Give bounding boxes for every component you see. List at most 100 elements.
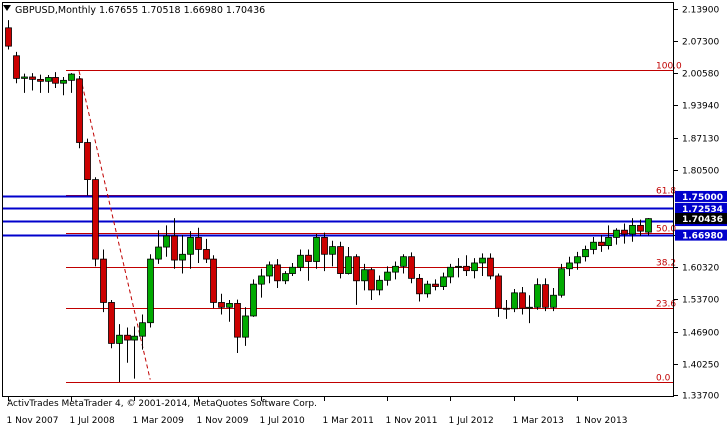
candle xyxy=(645,218,652,236)
fib-level-label: 100.0 xyxy=(656,62,682,72)
candle-body xyxy=(68,73,75,81)
candle-body xyxy=(179,253,186,261)
time-axis-label: 1 Nov 2013 xyxy=(576,416,628,426)
price-level-tag: 1.72534 xyxy=(682,205,723,215)
candle xyxy=(29,73,36,91)
candlestick-series xyxy=(5,20,652,382)
price-axis-label: 1.33700 xyxy=(682,392,719,402)
candle xyxy=(297,249,304,272)
candle-body xyxy=(84,142,91,181)
candle-body xyxy=(526,306,533,309)
fib-level-label: 23.6 xyxy=(656,300,676,310)
fib-level-label: 61.8 xyxy=(656,187,676,197)
candle xyxy=(463,255,470,276)
candle xyxy=(92,177,99,267)
candle xyxy=(558,263,565,298)
candle xyxy=(76,76,83,149)
candle-body xyxy=(234,303,241,338)
candle-body xyxy=(282,273,289,282)
time-axis[interactable]: 1 Nov 2007 1 Jul 2008 1 Mar 2009 1 Nov 2009… xyxy=(7,397,628,426)
candle xyxy=(471,258,478,279)
candle-body xyxy=(408,256,415,279)
price-axis-label: 2.07300 xyxy=(682,38,719,48)
candle xyxy=(621,223,628,244)
candle-body xyxy=(124,334,131,341)
candle xyxy=(368,267,375,301)
candle-body xyxy=(108,302,115,344)
candle xyxy=(108,300,115,349)
candle xyxy=(155,230,162,264)
candle xyxy=(384,266,391,286)
candle xyxy=(487,253,494,280)
time-axis-label: 1 Jul 2008 xyxy=(70,416,115,426)
candle-body xyxy=(463,265,470,272)
candle-body xyxy=(258,275,265,285)
candle xyxy=(566,256,573,276)
candle xyxy=(68,73,75,93)
price-level-tag-bg xyxy=(675,190,727,202)
candle xyxy=(234,299,241,354)
candle-body xyxy=(52,77,59,84)
candle-body xyxy=(250,283,257,317)
candle xyxy=(392,261,399,280)
candle-body xyxy=(558,268,565,296)
candle xyxy=(282,271,289,285)
copyright-label: ActivTrades MetaTrader 4, © 2001-2014, M… xyxy=(7,399,317,409)
candle xyxy=(329,240,336,267)
candle xyxy=(116,324,123,382)
candle-body xyxy=(432,283,439,287)
collapse-triangle-icon[interactable] xyxy=(3,5,11,11)
candle xyxy=(60,76,67,96)
candle-body xyxy=(37,78,44,82)
candle xyxy=(376,275,383,296)
candle xyxy=(598,235,605,252)
candle xyxy=(5,20,12,50)
symbol-ohlc-label: GBPUSD,Monthly 1.67655 1.70518 1.66980 1… xyxy=(15,5,265,16)
candle-body xyxy=(629,224,636,235)
candle xyxy=(84,138,91,196)
candle xyxy=(131,326,138,379)
candle-body xyxy=(503,307,510,310)
candle xyxy=(416,274,423,302)
candle-body xyxy=(447,266,454,278)
candle xyxy=(289,262,296,276)
candle xyxy=(163,225,170,257)
candle-body xyxy=(550,294,557,308)
candle-body xyxy=(116,334,123,344)
plot-border xyxy=(2,2,674,397)
downtrend-line[interactable] xyxy=(78,71,151,380)
candle xyxy=(511,288,518,313)
candle-body xyxy=(392,265,399,273)
candle-body xyxy=(163,235,170,248)
candle-body xyxy=(29,76,36,80)
price-level-tag-bg xyxy=(675,229,727,241)
candle-body xyxy=(495,275,502,309)
candle-body xyxy=(455,265,462,268)
candle-body xyxy=(613,229,620,238)
candle xyxy=(21,73,28,93)
candle xyxy=(266,261,273,284)
candle xyxy=(637,219,644,236)
candle xyxy=(124,327,131,363)
price-level-lines[interactable] xyxy=(2,195,674,237)
candle xyxy=(210,255,217,309)
price-level-tag: 1.75000 xyxy=(682,193,723,203)
candle xyxy=(353,254,360,305)
candle-body xyxy=(471,262,478,272)
candle xyxy=(613,228,620,245)
candle-body xyxy=(5,27,12,47)
time-axis-label: 1 Nov 2007 xyxy=(7,416,59,426)
candle-body xyxy=(155,246,162,260)
candle-body xyxy=(621,229,628,235)
candle xyxy=(305,249,312,281)
candle xyxy=(52,72,59,89)
candle-body xyxy=(76,78,83,143)
fib-level-label: 38.2 xyxy=(656,259,676,269)
candle xyxy=(45,75,52,93)
time-axis-label: 1 Mar 2013 xyxy=(513,416,564,426)
candle-body xyxy=(60,79,67,84)
trendline-layer[interactable] xyxy=(78,71,151,380)
candle-body xyxy=(416,277,423,295)
